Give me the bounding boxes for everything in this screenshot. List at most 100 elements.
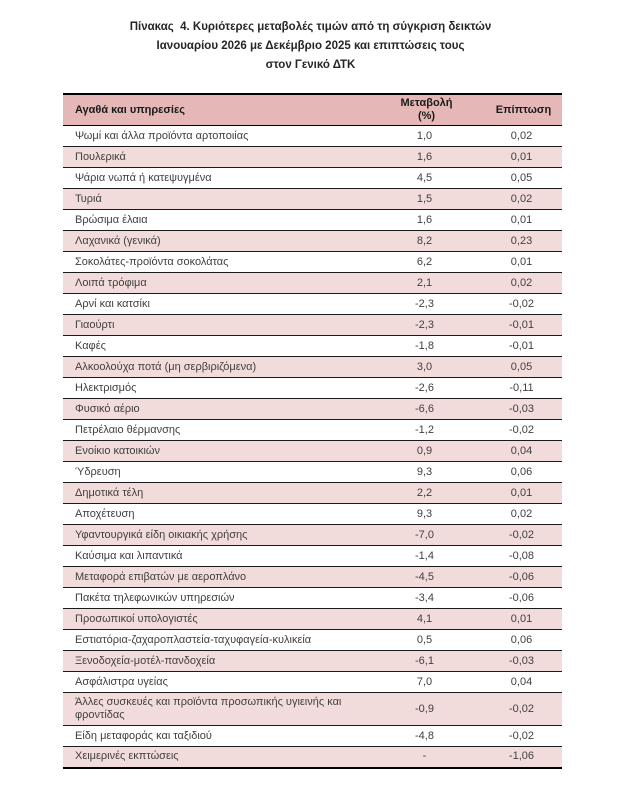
change-cell: -0,9	[415, 702, 434, 715]
impact-cell: 0,02	[510, 276, 533, 289]
table-row: Ασφάλιστρα υγείας 7,0 0,04	[63, 672, 562, 693]
title-line-3: στον Γενικό ΔΤΚ	[265, 59, 356, 71]
item-cell: Ασφάλιστρα υγείας	[75, 675, 168, 688]
table-row: Λαχανικά (γενικά) 8,2 0,23	[63, 230, 562, 252]
impact-cell: -0,06	[508, 570, 535, 583]
impact-cell: -0,02	[508, 729, 535, 742]
change-cell: 0,5	[416, 633, 433, 646]
table-row: Πακέτα τηλεφωνικών υπηρεσιών -3,4 -0,06	[63, 588, 562, 609]
table-title: Πίνακας 4. Κυριότερες μεταβολές τιμών απ…	[0, 0, 621, 75]
change-cell: 7,0	[416, 675, 433, 688]
change-cell: -1,2	[415, 423, 434, 436]
table-row: Δημοτικά τέλη 2,2 0,01	[63, 482, 562, 504]
change-cell: 3,0	[416, 360, 433, 373]
change-cell: -4,5	[415, 570, 434, 583]
item-cell: Ξενοδοχεία-μοτέλ-πανδοχεία	[75, 654, 216, 667]
impact-cell: -0,02	[508, 297, 535, 310]
item-cell: Αποχέτευση	[75, 507, 135, 520]
item-cell: Καφές	[75, 339, 106, 352]
change-cell: 1,5	[416, 192, 433, 205]
impact-cell: -0,01	[508, 318, 535, 331]
impact-cell: -0,02	[508, 423, 535, 436]
price-changes-table: Αγαθά και υπηρεσίες Μεταβολή (%) Επίπτωσ…	[63, 93, 562, 769]
item-cell: Άλλες συσκευές και προϊόντα προσωπικής υ…	[75, 696, 342, 721]
change-cell: 2,2	[416, 486, 433, 499]
change-cell: 1,6	[416, 150, 433, 163]
change-cell: 1,6	[416, 213, 433, 226]
impact-cell: -0,03	[508, 402, 535, 415]
table-row: Ηλεκτρισμός -2,6 -0,11	[63, 378, 562, 399]
impact-cell: -0,08	[508, 549, 535, 562]
change-cell: -2,6	[415, 381, 434, 394]
impact-cell: 0,01	[510, 150, 533, 163]
impact-cell: 0,01	[510, 612, 533, 625]
impact-cell: 0,02	[510, 129, 533, 142]
table-row: Ενοίκιο κατοικιών 0,9 0,04	[63, 440, 562, 462]
change-cell: -6,1	[415, 654, 434, 667]
impact-cell: -0,11	[509, 381, 534, 394]
impact-cell: 0,01	[510, 255, 533, 268]
impact-cell: 0,02	[510, 507, 533, 520]
item-cell: Αλκοολούχα ποτά (μη σερβιριζόμενα)	[75, 360, 257, 373]
item-cell: Ψωμί και άλλα προϊόντα αρτοποιίας	[75, 129, 249, 142]
change-cell: -1,8	[415, 339, 434, 352]
item-cell: Πακέτα τηλεφωνικών υπηρεσιών	[75, 591, 235, 604]
table-row: Ψωμί και άλλα προϊόντα αρτοποιίας 1,0 0,02	[63, 126, 562, 147]
column-header-goods-services: Αγαθά και υπηρεσίες	[75, 103, 185, 116]
table-row: Εστιατόρια-ζαχαροπλαστεία-ταχυφαγεία-κυλ…	[63, 630, 562, 651]
impact-cell: 0,02	[510, 192, 533, 205]
change-cell: 0,9	[416, 444, 433, 457]
impact-cell: 0,06	[510, 465, 533, 478]
column-header-change-percent: Μεταβολή (%)	[368, 94, 485, 126]
table-row: Προσωπικοί υπολογιστές 4,1 0,01	[63, 608, 562, 630]
change-cell: -4,8	[415, 729, 434, 742]
impact-cell: -0,03	[508, 654, 535, 667]
change-cell: -2,3	[415, 318, 434, 331]
table-row: Μεταφορά επιβατών με αεροπλάνο -4,5 -0,06	[63, 566, 562, 588]
title-line-1: Πίνακας 4. Κυριότερες μεταβολές τιμών απ…	[129, 21, 492, 33]
table-row: Τυριά 1,5 0,02	[63, 188, 562, 210]
item-cell: Σοκολάτες-προϊόντα σοκολάτας	[75, 255, 229, 268]
table-row: Υφαντουργικά είδη οικιακής χρήσης -7,0 -0,…	[63, 524, 562, 546]
item-cell: Ύδρευση	[75, 465, 121, 478]
item-cell: Λοιπά τρόφιμα	[75, 276, 147, 289]
impact-cell: -1,06	[508, 750, 535, 763]
header-row: Αγαθά και υπηρεσίες Μεταβολή (%) Επίπτωσ…	[63, 94, 562, 126]
column-header-change-line1: Μεταβολή	[400, 97, 453, 109]
item-cell: Πουλερικά	[75, 150, 126, 163]
impact-cell: 0,01	[510, 213, 533, 226]
impact-cell: 0,05	[510, 171, 533, 184]
item-cell: Προσωπικοί υπολογιστές	[75, 612, 198, 625]
change-cell: 4,5	[416, 171, 433, 184]
change-cell: -3,4	[415, 591, 434, 604]
item-cell: Υφαντουργικά είδη οικιακής χρήσης	[75, 528, 248, 541]
change-cell: -2,3	[415, 297, 434, 310]
item-cell: Λαχανικά (γενικά)	[75, 234, 161, 247]
table-row: Αποχέτευση 9,3 0,02	[63, 504, 562, 525]
table-row: Καφές -1,8 -0,01	[63, 336, 562, 357]
impact-cell: 0,06	[510, 633, 533, 646]
table-row: Καύσιμα και λιπαντικά -1,4 -0,08	[63, 546, 562, 567]
item-cell: Πετρέλαιο θέρμανσης	[75, 423, 181, 436]
table-row: Σοκολάτες-προϊόντα σοκολάτας 6,2 0,01	[63, 252, 562, 273]
impact-cell: -0,02	[508, 528, 535, 541]
item-cell: Χειμερινές εκπτώσεις	[75, 750, 179, 763]
table-row: Αρνί και κατσίκι -2,3 -0,02	[63, 294, 562, 315]
table-row: Άλλες συσκευές και προϊόντα προσωπικής υ…	[63, 692, 562, 726]
change-cell: 8,2	[416, 234, 433, 247]
item-cell: Ψάρια νωπά ή κατεψυγμένα	[75, 171, 212, 184]
item-cell: Τυριά	[75, 192, 102, 205]
title-line-2: Ιανουαρίου 2026 με Δεκέμβριο 2025 και επ…	[156, 40, 465, 52]
impact-cell: -0,02	[508, 702, 535, 715]
impact-cell: 0,23	[510, 234, 533, 247]
impact-cell: -0,01	[508, 339, 535, 352]
table-row: Λοιπά τρόφιμα 2,1 0,02	[63, 272, 562, 294]
change-cell: 1,0	[416, 129, 433, 142]
item-cell: Ενοίκιο κατοικιών	[75, 444, 161, 457]
item-cell: Βρώσιμα έλαια	[75, 213, 148, 226]
table-row: Ύδρευση 9,3 0,06	[63, 462, 562, 483]
table-row: Ξενοδοχεία-μοτέλ-πανδοχεία -6,1 -0,03	[63, 650, 562, 672]
table-row: Γιαούρτι -2,3 -0,01	[63, 314, 562, 336]
item-cell: Αρνί και κατσίκι	[75, 297, 150, 310]
